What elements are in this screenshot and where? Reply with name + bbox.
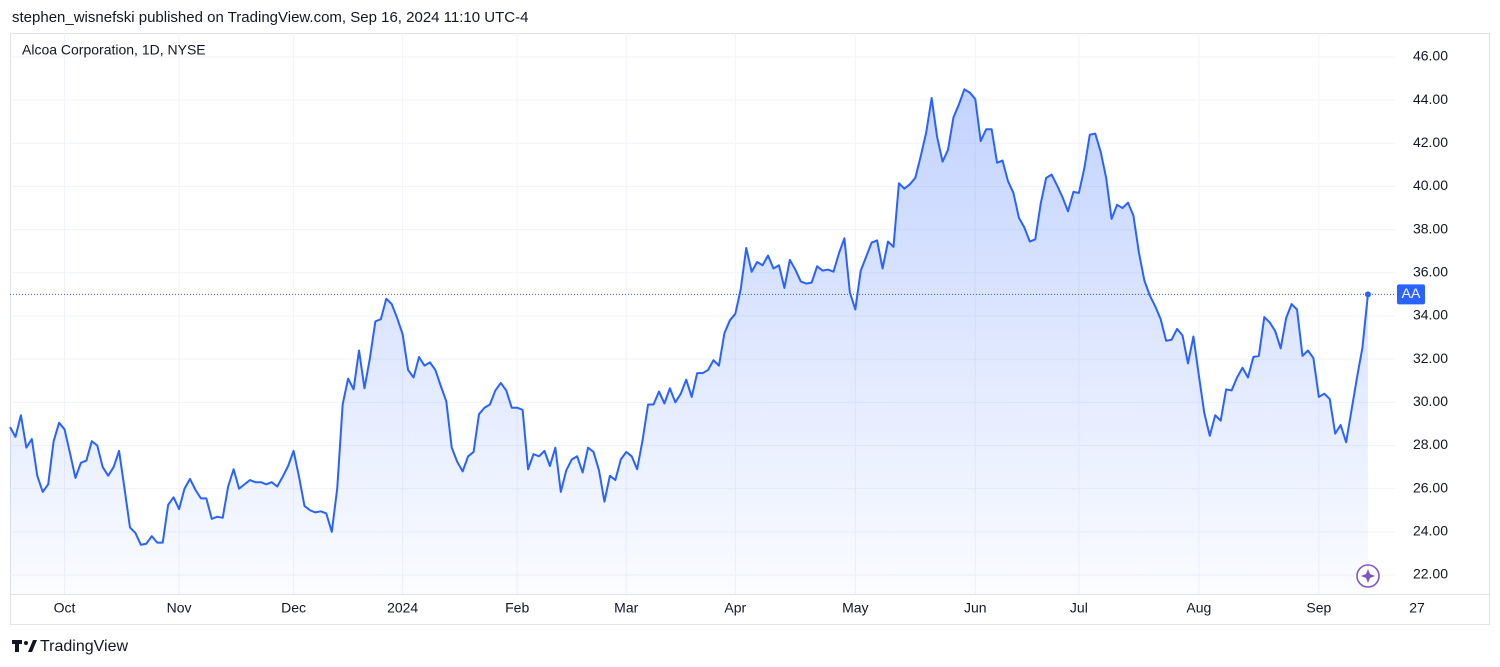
assistant-icon — [1356, 564, 1380, 588]
plot — [9, 88, 1395, 594]
brand-logo — [12, 640, 37, 652]
y-tick-label: 38.00 — [1413, 220, 1448, 236]
axes: 22.00 24.00 26.00 28.00 30.00 32.00 34.00 36.00… — [54, 48, 1449, 616]
y-tick-label: 28.00 — [1413, 436, 1448, 452]
y-tick-label: 42.00 — [1413, 134, 1448, 150]
x-tick-label: 2024 — [387, 600, 418, 616]
area — [10, 89, 1368, 594]
y-tick-label: 36.00 — [1413, 264, 1448, 280]
x-tick-label: Dec — [281, 600, 306, 616]
y-tick-label: 44.00 — [1413, 91, 1448, 107]
y-tick-label: 26.00 — [1413, 479, 1448, 495]
x-tick-label: Jun — [964, 600, 987, 616]
x-tick-label: Aug — [1186, 600, 1211, 616]
x-tick-label: Oct — [54, 600, 76, 616]
symbol-label: AA — [1402, 285, 1421, 301]
last-value-dot — [1364, 291, 1371, 298]
x-tick-label: Nov — [167, 600, 192, 616]
x-tick-label: Jul — [1070, 600, 1088, 616]
chart-title: Alcoa Corporation, 1D, NYSE — [22, 42, 206, 58]
x-tick-label: May — [842, 600, 868, 616]
y-tick-label: 30.00 — [1413, 393, 1448, 409]
symbol-badge — [1397, 284, 1425, 305]
y-tick-label: 34.00 — [1413, 307, 1448, 323]
y-tick-label: 46.00 — [1413, 48, 1448, 64]
byline: stephen_wisnefski published on TradingVi… — [12, 9, 528, 26]
y-tick-label: 40.00 — [1413, 177, 1448, 193]
x-tick-label: Mar — [614, 600, 638, 616]
x-tick-label: Apr — [724, 600, 746, 616]
x-tick-label: Feb — [505, 600, 529, 616]
y-tick-label: 24.00 — [1413, 523, 1448, 539]
y-tick-label: 32.00 — [1413, 350, 1448, 366]
chart-frame — [10, 33, 1490, 625]
x-tick-label: 27 — [1409, 600, 1425, 616]
line — [9, 88, 1369, 546]
y-tick-label: 22.00 — [1413, 566, 1448, 582]
x-tick-label: Sep — [1306, 600, 1331, 616]
brand: TradingView — [40, 638, 128, 655]
